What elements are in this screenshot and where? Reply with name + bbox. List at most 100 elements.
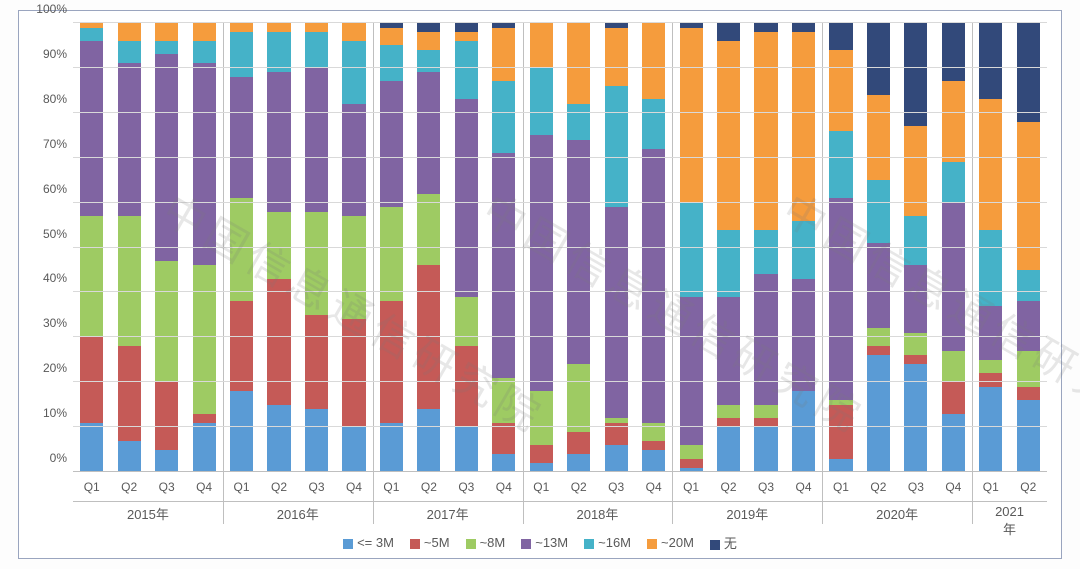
x-quarter-label: Q4 — [196, 480, 212, 494]
bar-segment-m13 — [829, 198, 852, 400]
x-quarter-label: Q1 — [833, 480, 849, 494]
bar-segment-m13 — [380, 81, 403, 207]
x-quarter-label: Q2 — [271, 480, 287, 494]
x-quarter-label: Q3 — [458, 480, 474, 494]
bar-segment-m5 — [680, 459, 703, 468]
bar-segment-m16 — [979, 230, 1002, 306]
bar — [642, 23, 665, 472]
bar-segment-m16 — [455, 41, 478, 99]
legend-item: ~8M — [466, 535, 506, 550]
bar-segment-m13 — [417, 72, 440, 193]
bar-segment-none — [904, 23, 927, 126]
y-tick-label: 50% — [43, 227, 73, 241]
bar-segment-m20 — [867, 95, 890, 180]
bar-segment-m8 — [118, 216, 141, 346]
legend-label: ~5M — [424, 535, 450, 550]
x-quarter-label: Q3 — [758, 480, 774, 494]
bar — [455, 23, 478, 472]
bar-segment-m16 — [829, 131, 852, 198]
bar-segment-none — [605, 23, 628, 27]
group-separator — [373, 23, 374, 524]
bar-segment-m16 — [492, 81, 515, 153]
bar-segment-m13 — [155, 54, 178, 261]
bar-segment-m20 — [305, 23, 328, 32]
bar-segment-le3m — [717, 427, 740, 472]
bar-segment-m8 — [680, 445, 703, 458]
bar-segment-m8 — [455, 297, 478, 346]
x-year-label: 2017年 — [427, 504, 469, 523]
bar-segment-m16 — [193, 41, 216, 63]
bar-segment-m20 — [342, 23, 365, 41]
x-quarter-label: Q4 — [945, 480, 961, 494]
bar-segment-m5 — [567, 432, 590, 454]
bar-segment-m5 — [904, 355, 927, 364]
x-quarter-label: Q2 — [421, 480, 437, 494]
bar-segment-none — [792, 23, 815, 32]
chart-frame: 0%10%20%30%40%50%60%70%80%90%100% Q1Q2Q3… — [0, 0, 1080, 569]
legend-label: ~8M — [480, 535, 506, 550]
bar-segment-m5 — [642, 441, 665, 450]
bar-segment-le3m — [979, 387, 1002, 472]
bar — [605, 23, 628, 472]
bar-segment-m5 — [942, 382, 965, 413]
bar — [80, 23, 103, 472]
bar-segment-m8 — [305, 212, 328, 315]
gridline — [73, 67, 1047, 68]
bar-segment-m20 — [680, 28, 703, 203]
bar-segment-m20 — [492, 28, 515, 82]
bar-segment-none — [380, 23, 403, 27]
bar-segment-m8 — [193, 265, 216, 413]
legend-swatch — [410, 539, 420, 549]
bar-segment-m20 — [417, 32, 440, 50]
bar-segment-m20 — [567, 23, 590, 104]
bar — [230, 23, 253, 472]
bar-segment-m13 — [193, 63, 216, 265]
bar-segment-m13 — [1017, 301, 1040, 350]
bar-segment-le3m — [417, 409, 440, 472]
group-separator — [672, 23, 673, 524]
bar-segment-m13 — [754, 274, 777, 404]
legend-item: ~16M — [584, 535, 631, 550]
bar-segment-m8 — [942, 351, 965, 382]
bar-segment-m8 — [342, 216, 365, 319]
bar-segment-m13 — [492, 153, 515, 378]
bar-segment-m13 — [342, 104, 365, 216]
y-tick-label: 90% — [43, 47, 73, 61]
bar-segment-m8 — [754, 405, 777, 418]
gridline — [73, 22, 1047, 23]
bar-segment-none — [867, 23, 890, 95]
y-tick-label: 10% — [43, 406, 73, 420]
x-axis-quarters: Q1Q2Q3Q4Q1Q2Q3Q4Q1Q2Q3Q4Q1Q2Q3Q4Q1Q2Q3Q4… — [73, 480, 1047, 500]
bar-segment-m8 — [80, 216, 103, 337]
bar-segment-m8 — [380, 207, 403, 301]
bar — [904, 23, 927, 472]
bar-segment-m5 — [380, 301, 403, 422]
bar — [342, 23, 365, 472]
gridline — [73, 381, 1047, 382]
bar-segment-m16 — [80, 28, 103, 41]
bar-segment-m8 — [155, 261, 178, 382]
bar-segment-le3m — [305, 409, 328, 472]
legend: <= 3M~5M~8M~13M~16M~20M无 — [19, 533, 1061, 552]
x-quarter-label: Q3 — [159, 480, 175, 494]
x-quarter-label: Q2 — [121, 480, 137, 494]
bar-segment-m5 — [1017, 387, 1040, 400]
bar-segment-m20 — [754, 32, 777, 230]
bar-segment-m20 — [642, 23, 665, 99]
x-quarter-label: Q2 — [870, 480, 886, 494]
bar-segment-m20 — [530, 23, 553, 68]
bars-layer — [73, 23, 1047, 472]
legend-label: ~16M — [598, 535, 631, 550]
bar-segment-m13 — [942, 203, 965, 351]
gridline — [73, 336, 1047, 337]
bar-segment-m5 — [829, 405, 852, 459]
bar-segment-m13 — [792, 279, 815, 391]
bar — [267, 23, 290, 472]
bar — [792, 23, 815, 472]
x-quarter-label: Q4 — [496, 480, 512, 494]
bar-segment-none — [492, 23, 515, 27]
bar — [380, 23, 403, 472]
x-year-label: 2018年 — [576, 504, 618, 523]
x-year-label: 2019年 — [726, 504, 768, 523]
x-year-label: 2015年 — [127, 504, 169, 523]
